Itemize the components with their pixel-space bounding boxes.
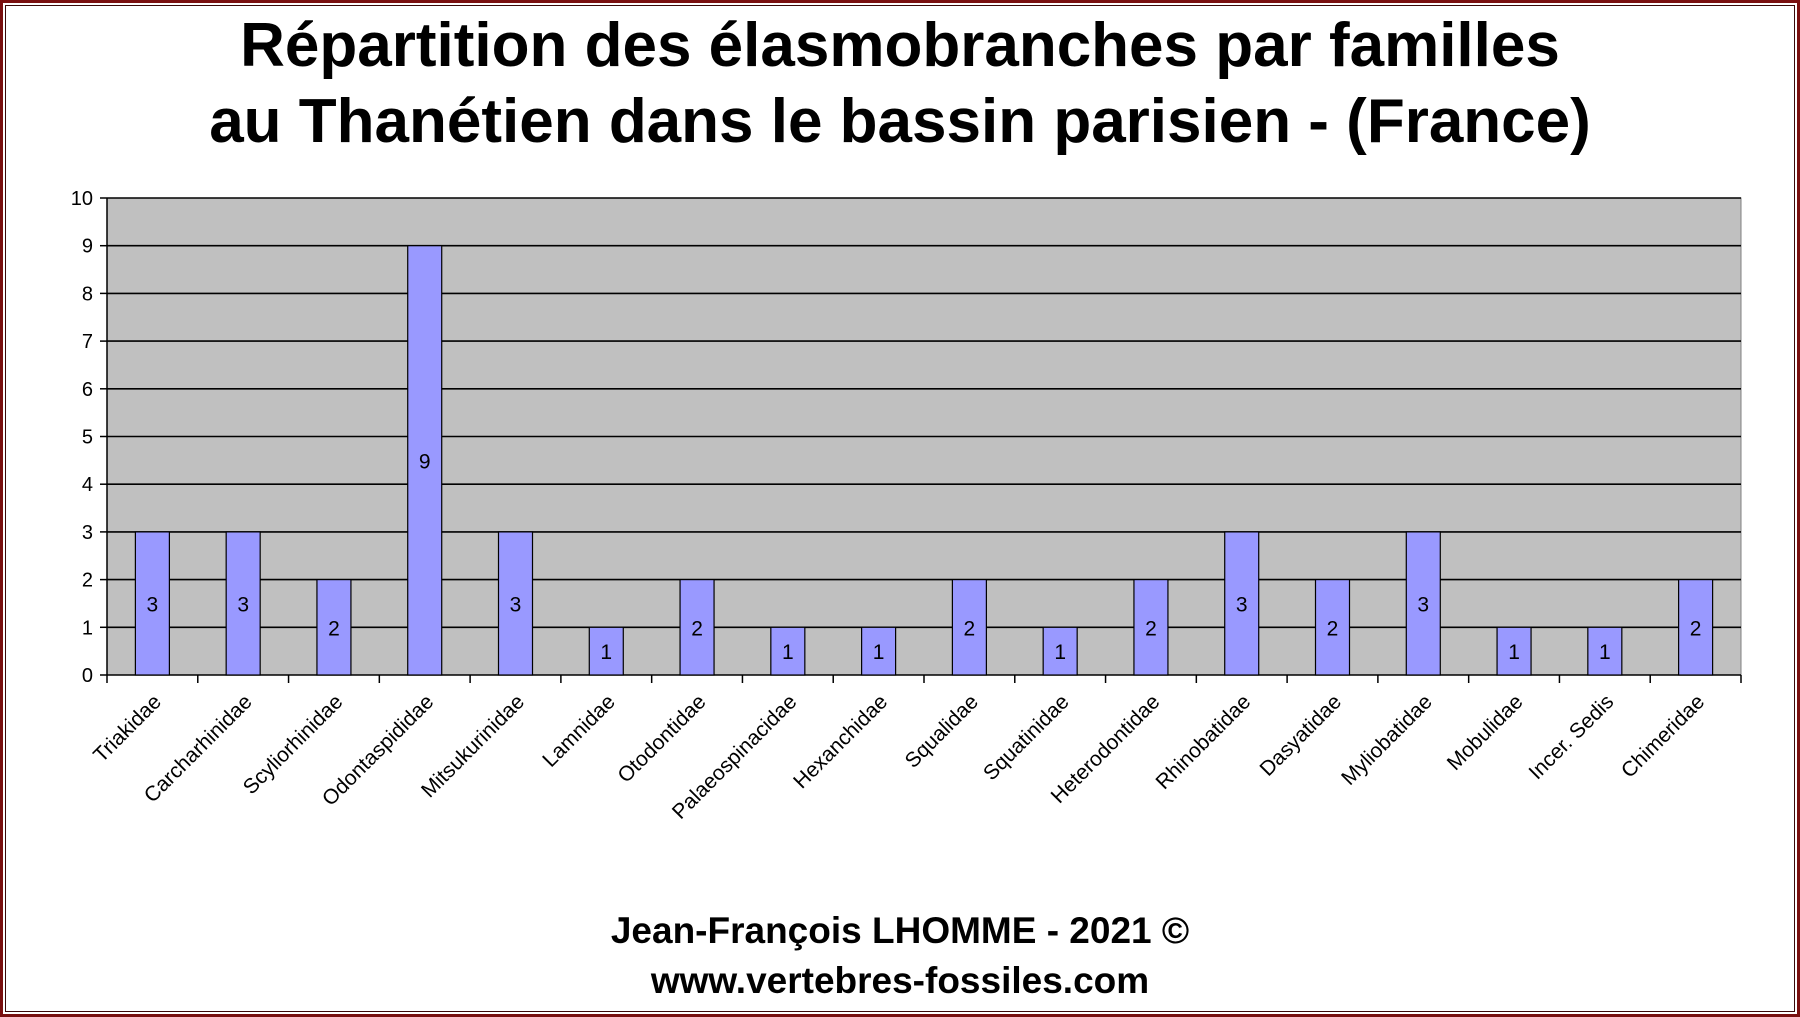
bar-value-label: 9	[419, 450, 431, 473]
x-category-label: Hexanchidae	[789, 690, 892, 793]
bar-value-label: 2	[1327, 617, 1339, 640]
bar	[225, 531, 261, 676]
bar-value-label: 1	[1599, 641, 1611, 664]
x-category-label: Otodontidae	[613, 690, 710, 787]
bar	[1224, 531, 1260, 676]
bar	[951, 578, 987, 676]
bar	[1133, 578, 1169, 676]
bar-value-label: 3	[237, 593, 249, 616]
bar	[770, 626, 806, 676]
bar	[588, 626, 624, 676]
bar	[861, 626, 897, 676]
x-category-label: Lamnidae	[538, 690, 619, 771]
bar	[1496, 626, 1532, 676]
bar-value-label: 2	[1145, 617, 1157, 640]
bar	[134, 531, 170, 676]
bar	[1405, 531, 1441, 676]
y-tick-label: 0	[82, 665, 93, 687]
bar-value-label: 1	[600, 641, 612, 664]
y-tick-label: 4	[82, 474, 93, 496]
bar-value-label: 3	[147, 593, 159, 616]
bar-value-label: 1	[1054, 641, 1066, 664]
bar-value-label: 3	[1236, 593, 1248, 616]
bar-value-label: 1	[873, 641, 885, 664]
bar-value-label: 2	[691, 617, 703, 640]
chart-title-line-1: Répartition des élasmobranches par famil…	[240, 11, 1560, 80]
bar	[1678, 578, 1714, 676]
x-category-label: Mobulidae	[1443, 690, 1528, 775]
y-tick-label: 7	[82, 331, 93, 353]
x-category-label: Squatinidae	[979, 690, 1074, 785]
chart-title-line-2: au Thanétien dans le bassin parisien - (…	[209, 87, 1591, 156]
y-tick-label: 1	[82, 617, 93, 639]
bar	[316, 578, 352, 676]
chart-title: Répartition des élasmobranches par famil…	[0, 8, 1800, 160]
y-tick-label: 10	[71, 188, 93, 210]
bar-value-label: 2	[1690, 617, 1702, 640]
bar	[497, 531, 534, 676]
x-category-label: Incer. Sedis	[1525, 690, 1619, 784]
x-category-label: Rhinobatidae	[1151, 690, 1255, 794]
bar	[679, 578, 715, 676]
footer-website: www.vertebres-fossiles.com	[650, 960, 1150, 1001]
bar-value-label: 2	[328, 617, 340, 640]
bar-value-label: 1	[782, 641, 794, 664]
y-tick-label: 3	[82, 522, 93, 544]
x-category-label: Chimeridae	[1617, 690, 1709, 782]
bar	[1587, 626, 1623, 676]
bar-value-label: 3	[510, 593, 522, 616]
x-category-label: Myliobatidae	[1337, 690, 1437, 790]
x-category-label: Squalidae	[901, 690, 983, 772]
bar-value-label: 1	[1508, 641, 1520, 664]
bar-value-label: 2	[964, 617, 976, 640]
x-category-label: Dasyatidae	[1255, 690, 1346, 781]
bar	[1042, 626, 1078, 676]
y-tick-label: 2	[82, 570, 93, 592]
x-category-label: Triakidae	[89, 690, 166, 767]
y-tick-label: 6	[82, 379, 93, 401]
bar	[1314, 578, 1351, 676]
y-tick-label: 9	[82, 236, 93, 258]
bar	[407, 245, 443, 676]
y-tick-label: 8	[82, 283, 93, 305]
footer-author: Jean-François LHOMME - 2021 ©	[610, 910, 1190, 951]
y-tick-label: 5	[82, 427, 93, 449]
bar-value-label: 3	[1417, 593, 1429, 616]
